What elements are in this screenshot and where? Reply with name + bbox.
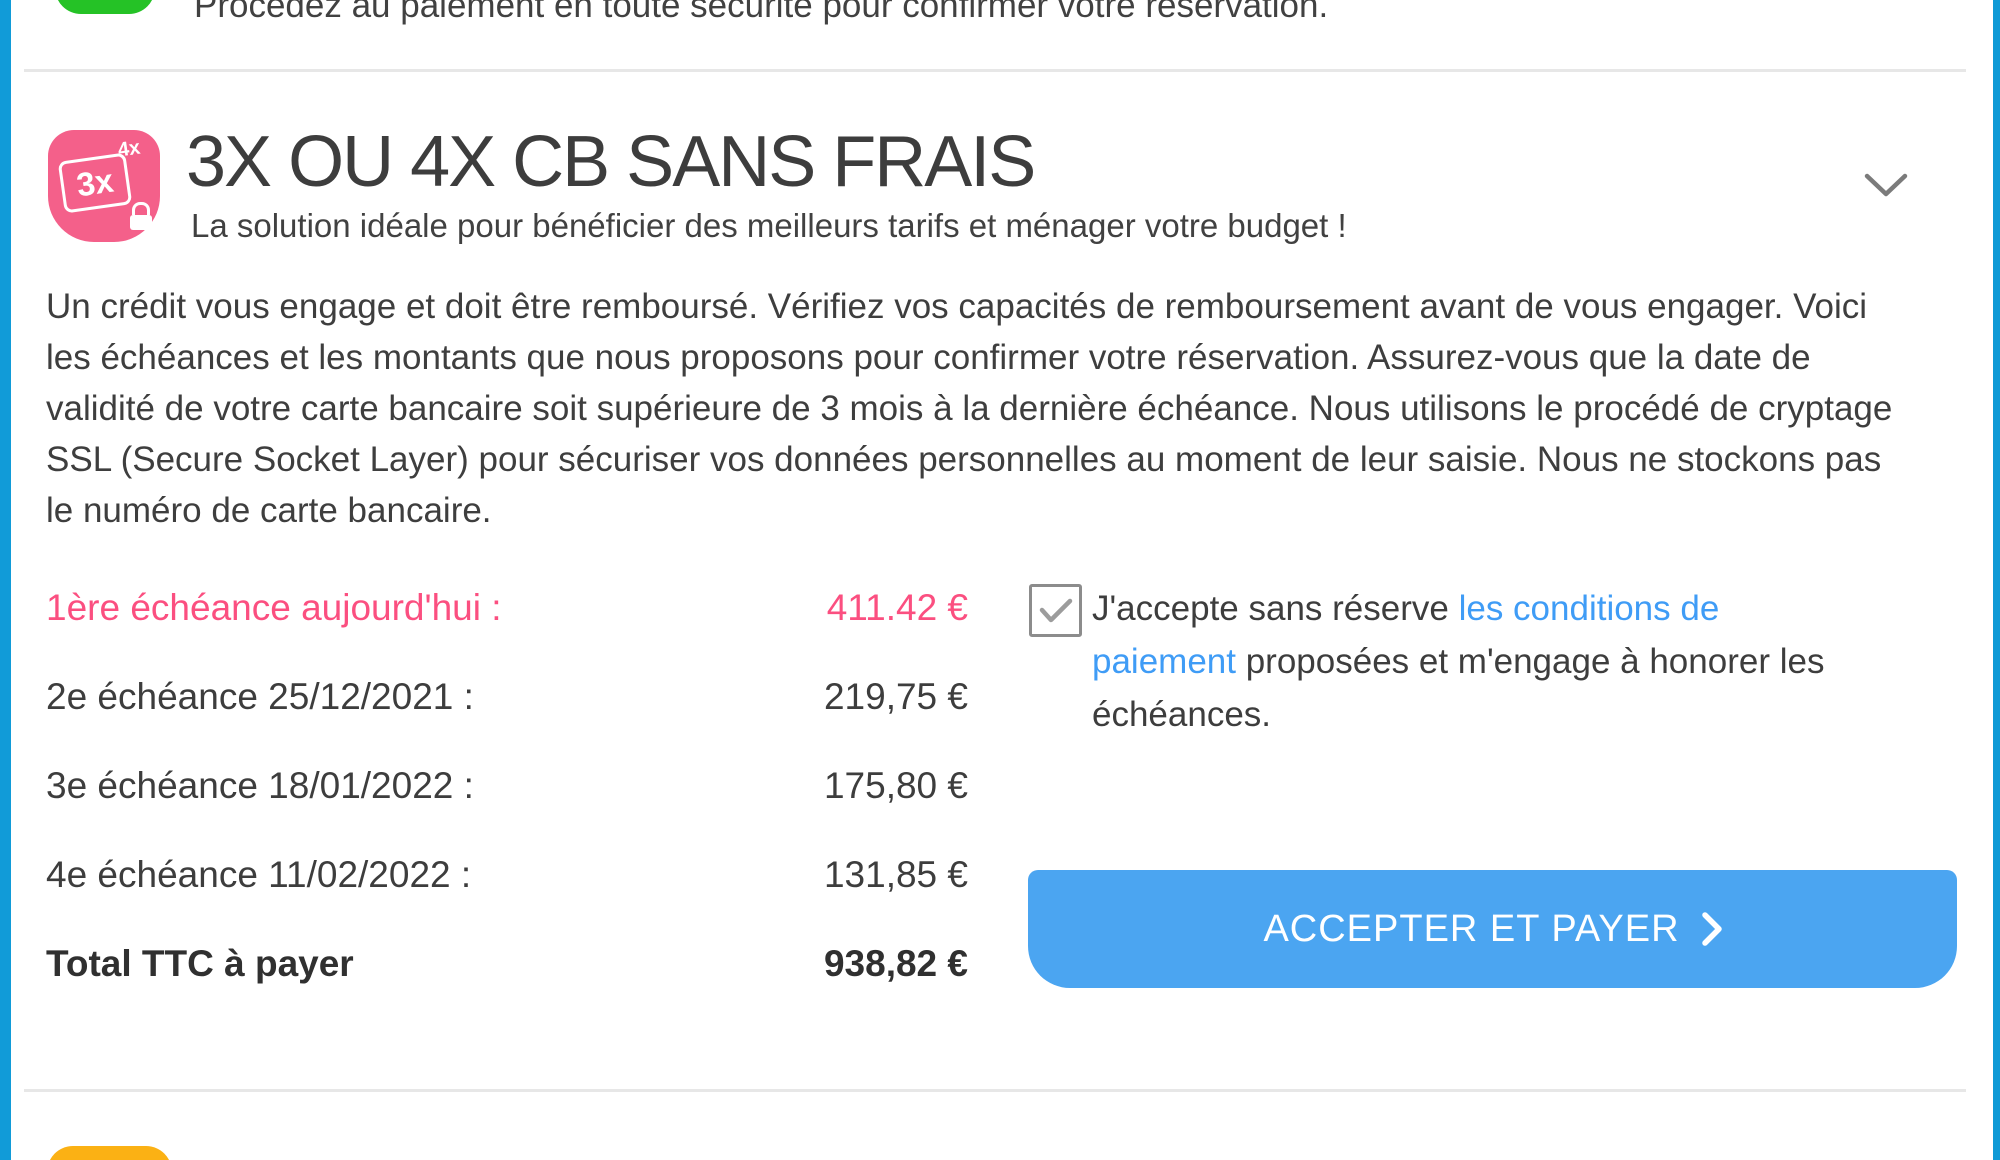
chevron-down-icon xyxy=(1864,173,1908,197)
option-section-title: OPTION xyxy=(204,1148,449,1160)
schedule-amount: 411.42 € xyxy=(826,587,968,628)
schedule-row: 3e échéance 18/01/2022 : 175,80 € xyxy=(46,763,968,809)
schedule-amount: 131,85 € xyxy=(823,854,968,895)
schedule-label: 1ère échéance aujourd'hui : xyxy=(46,587,502,628)
consent-text-after: proposées et m'engage à honorer les éché… xyxy=(1092,642,1825,734)
secure-payment-icon xyxy=(55,0,155,14)
panel-border-left xyxy=(0,0,11,1160)
secure-payment-message: Procédez au paiement en toute sécurité p… xyxy=(194,0,1329,25)
total-label: Total TTC à payer xyxy=(46,943,354,984)
pay-button-label: ACCEPTER ET PAYER xyxy=(1263,907,1680,950)
section-divider-bottom xyxy=(24,1089,1966,1092)
lock-icon xyxy=(130,202,152,230)
schedule-row: 2e échéance 25/12/2021 : 219,75 € xyxy=(46,674,968,720)
consent-text-before: J'accepte sans réserve xyxy=(1092,589,1459,628)
schedule-label: 3e échéance 18/01/2022 : xyxy=(46,765,474,806)
total-amount: 938,82 € xyxy=(823,943,968,984)
installments-3x4x-icon: 3x 4x xyxy=(48,130,160,242)
accept-conditions-checkbox[interactable] xyxy=(1029,584,1082,637)
check-icon xyxy=(1039,598,1072,622)
section-title: 3X OU 4X CB SANS FRAIS xyxy=(186,122,1036,202)
section-divider-top xyxy=(24,69,1966,72)
panel-border-right xyxy=(1993,0,2000,1160)
schedule-row: 4e échéance 11/02/2022 : 131,85 € xyxy=(46,852,968,898)
payment-conditions-link[interactable]: les conditions de paiement xyxy=(1092,589,1720,681)
section-subtitle: La solution idéale pour bénéficier des m… xyxy=(191,207,1347,244)
chevron-right-icon xyxy=(1701,912,1722,946)
schedule-total-row: Total TTC à payer 938,82 € xyxy=(46,941,968,987)
option-section-icon xyxy=(47,1146,172,1160)
accept-and-pay-button[interactable]: ACCEPTER ET PAYER xyxy=(1028,870,1957,988)
credit-description: Un crédit vous engage et doit être rembo… xyxy=(46,287,1893,530)
consent-text: J'accepte sans réserve les conditions de… xyxy=(1092,582,1872,741)
schedule-amount: 175,80 € xyxy=(823,765,968,806)
schedule-amount: 219,75 € xyxy=(823,676,968,717)
card-4x-badge: 4x xyxy=(116,136,142,162)
schedule-label: 4e échéance 11/02/2022 : xyxy=(46,854,472,895)
schedule-row: 1ère échéance aujourd'hui : 411.42 € xyxy=(46,585,968,631)
schedule-label: 2e échéance 25/12/2021 : xyxy=(46,676,474,717)
collapse-section-button[interactable] xyxy=(1856,164,1916,208)
